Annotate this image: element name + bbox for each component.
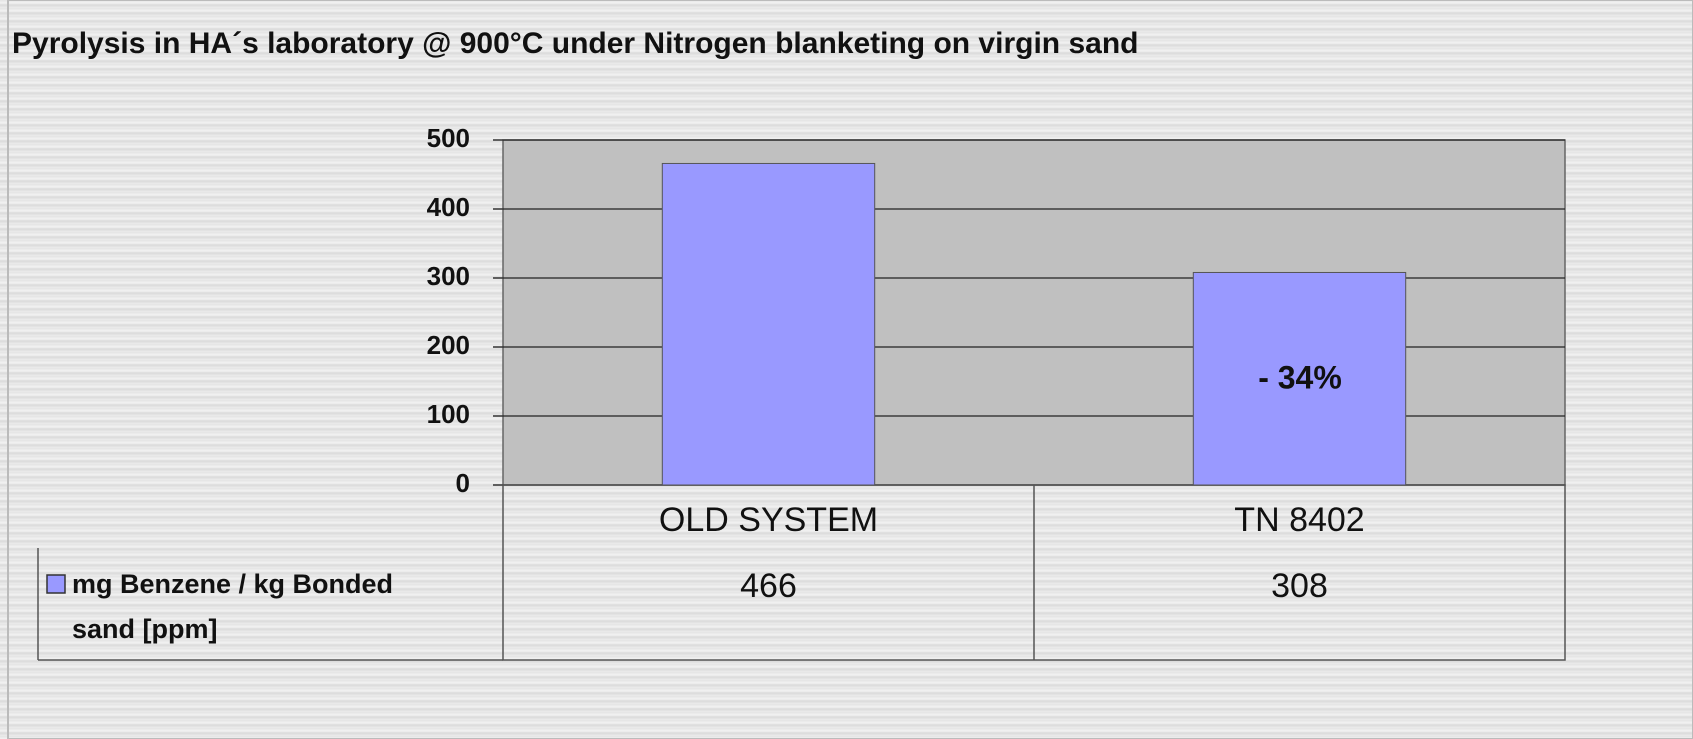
y-tick-label: 100: [427, 399, 470, 429]
y-tick-label: 500: [427, 123, 470, 153]
table-value: 466: [740, 567, 797, 605]
frame: [7, 0, 1693, 739]
y-tick-label: 300: [427, 261, 470, 291]
annotation: - 34%: [1258, 359, 1342, 395]
y-tick-label: 0: [456, 468, 470, 498]
table-value: 308: [1271, 567, 1328, 605]
legend-swatch: [46, 574, 66, 594]
x-category-label: TN 8402: [1234, 501, 1364, 539]
y-tick-label: 400: [427, 192, 470, 222]
legend-label-box: mg Benzene / kg Bonded sand [ppm]: [72, 569, 394, 644]
bar: [1192, 271, 1407, 486]
bar: [661, 162, 876, 486]
chart-title: Pyrolysis in HA´s laboratory @ 900°C und…: [12, 27, 1138, 60]
y-tick-label: 200: [427, 330, 470, 360]
x-category-label: OLD SYSTEM: [659, 501, 878, 539]
legend-label: mg Benzene / kg Bonded sand [ppm]: [72, 569, 394, 644]
